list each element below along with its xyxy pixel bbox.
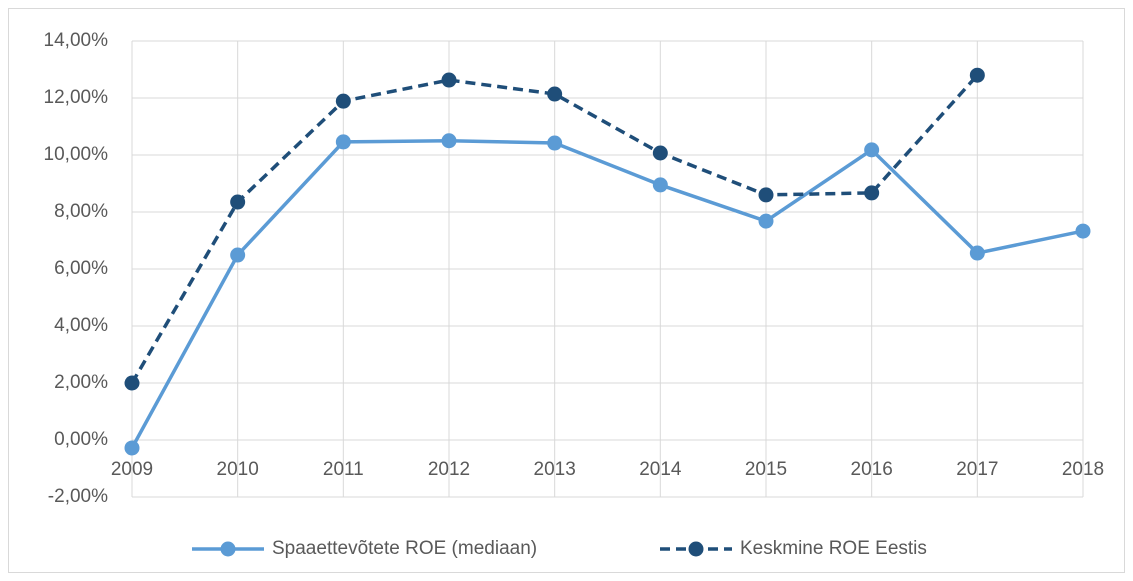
y-tick-label: 4,00%: [54, 315, 108, 336]
y-tick-label: 8,00%: [54, 201, 108, 222]
point-marker: [441, 72, 457, 88]
point-marker: [969, 245, 985, 261]
y-tick-label: 12,00%: [44, 87, 109, 108]
x-tick-label: 2017: [956, 459, 998, 480]
point-marker: [864, 185, 880, 201]
x-tick-label: 2010: [217, 459, 259, 480]
legend-key-marker: [220, 541, 236, 557]
point-marker: [864, 142, 880, 158]
y-tick-label: 0,00%: [54, 429, 108, 450]
legend-key-marker: [688, 541, 704, 557]
point-marker: [1075, 223, 1091, 239]
x-tick-label: 2018: [1062, 459, 1104, 480]
point-marker: [969, 67, 985, 83]
point-marker: [230, 194, 246, 210]
point-marker: [441, 133, 457, 149]
y-tick-label: 2,00%: [54, 372, 108, 393]
x-tick-label: 2013: [534, 459, 576, 480]
point-marker: [652, 145, 668, 161]
point-marker: [230, 247, 246, 263]
point-marker: [758, 187, 774, 203]
x-tick-label: 2009: [111, 459, 153, 480]
x-tick-label: 2015: [745, 459, 787, 480]
chart-frame: [8, 8, 1125, 573]
y-tick-label: 14,00%: [44, 30, 109, 51]
x-tick-label: 2012: [428, 459, 470, 480]
point-marker: [335, 134, 351, 150]
y-tick-label: 10,00%: [44, 144, 109, 165]
legend-label: Spaaettevõtete ROE (mediaan): [272, 538, 537, 559]
legend-label: Keskmine ROE Eestis: [740, 538, 927, 559]
point-marker: [335, 93, 351, 109]
x-tick-label: 2016: [851, 459, 893, 480]
x-tick-label: 2014: [639, 459, 682, 480]
point-marker: [652, 177, 668, 193]
y-tick-label: 6,00%: [54, 258, 108, 279]
point-marker: [124, 375, 140, 391]
y-tick-label: -2,00%: [48, 486, 108, 507]
x-tick-label: 2011: [323, 459, 364, 480]
point-marker: [547, 86, 563, 102]
series-line: [130, 138, 1084, 449]
point-marker: [758, 213, 774, 229]
point-marker: [547, 135, 563, 151]
point-marker: [124, 440, 140, 456]
